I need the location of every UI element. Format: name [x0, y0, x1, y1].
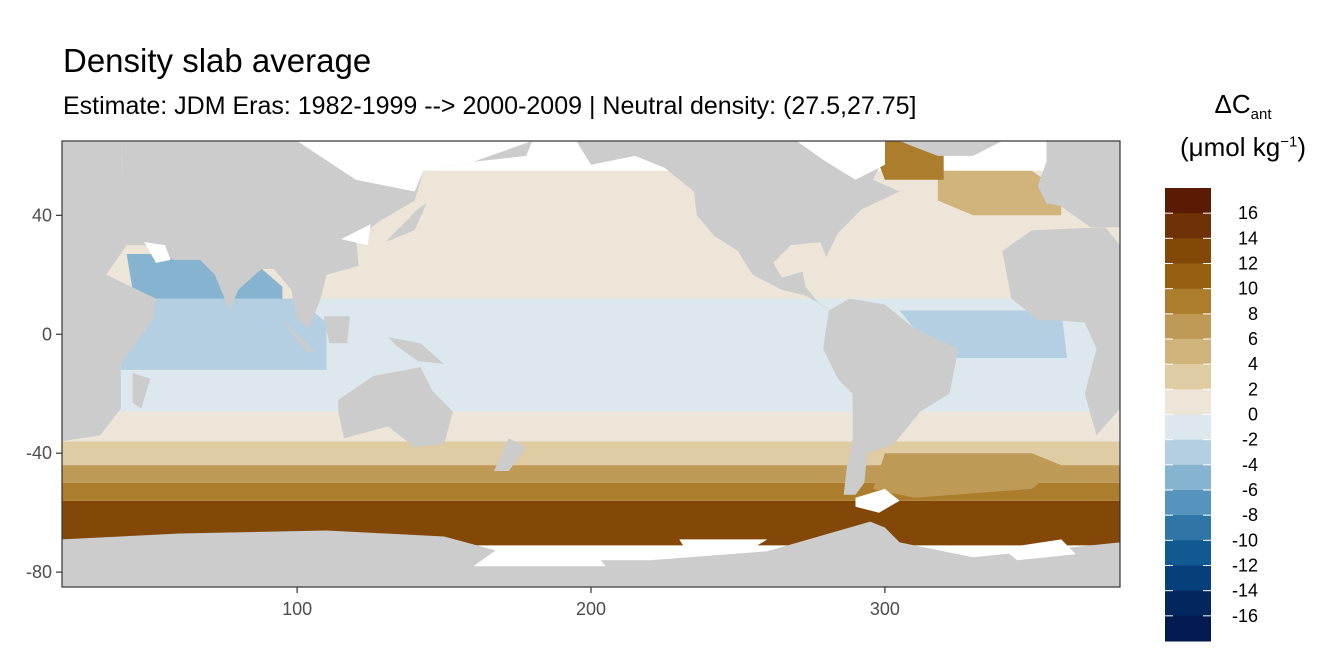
legend-label-9: -2	[1242, 430, 1258, 450]
legend-title-unit: (μmol kg−1)	[1180, 132, 1306, 163]
legend-swatch-11	[1165, 464, 1211, 491]
y-tick-label-40: 40	[32, 205, 52, 225]
legend-swatch-6	[1165, 339, 1211, 365]
legend-label-16: -16	[1232, 606, 1258, 626]
land-n-america	[576, 141, 900, 311]
legend-label-8: 0	[1248, 405, 1258, 425]
legend-label-12: -8	[1242, 505, 1258, 525]
land-eurasia	[120, 141, 533, 329]
legend-label-15: -14	[1232, 581, 1258, 601]
legend-label-14: -12	[1232, 556, 1258, 576]
nodata-2	[144, 242, 171, 263]
land-newzealand	[494, 438, 527, 471]
nodata-7	[1002, 539, 1076, 561]
legend-swatch-7	[1165, 364, 1211, 390]
region-3	[937, 170, 1062, 216]
legend-label-3: 10	[1238, 279, 1258, 299]
legend-swatch-14	[1165, 540, 1211, 566]
legend-swatch-10	[1165, 439, 1211, 466]
legend-label-7: 2	[1248, 379, 1258, 399]
y-tick-label-0: 0	[42, 324, 52, 344]
nodata-0	[297, 141, 533, 192]
y-tick-label--80: -80	[26, 562, 52, 582]
legend-swatch-3	[1165, 263, 1211, 290]
legend-label-0: 16	[1238, 203, 1258, 223]
legend-label-1: 14	[1238, 228, 1258, 248]
legend-label-10: -4	[1242, 455, 1258, 475]
land-europe-east	[1037, 141, 1120, 228]
legend-label-11: -6	[1242, 480, 1258, 500]
plot-panel	[62, 141, 1120, 587]
legend-label-6: 4	[1248, 354, 1258, 374]
missing-data-mask	[144, 141, 1076, 567]
x-tick-label-300: 300	[870, 599, 900, 619]
land-borneo	[323, 316, 350, 344]
legend-swatch-1	[1165, 213, 1211, 239]
legend-swatch-15	[1165, 565, 1211, 592]
legend-swatch-4	[1165, 288, 1211, 315]
legend-title-symbol: ΔCant	[1214, 89, 1272, 124]
legend-title: ΔCant (μmol kg−1)	[1158, 84, 1328, 169]
land-antarctica	[62, 521, 1120, 587]
nodata-3	[341, 224, 371, 246]
legend-swatch-16	[1165, 590, 1211, 617]
nodata-6	[855, 488, 900, 513]
land-africa	[62, 141, 156, 442]
band-4	[62, 411, 1120, 442]
land-australia	[338, 367, 453, 448]
chart-title: Density slab average	[63, 42, 372, 79]
land-greenland	[899, 141, 1003, 156]
legend-swatch-12	[1165, 490, 1211, 516]
land-japan	[385, 203, 427, 243]
land-mask	[62, 141, 1120, 587]
x-tick-label-100: 100	[282, 599, 312, 619]
legend-label-5: 6	[1248, 329, 1258, 349]
region-5	[873, 453, 1062, 498]
legend-swatch-13	[1165, 515, 1211, 541]
nodata-4	[473, 545, 606, 567]
legend-swatch-5	[1165, 313, 1211, 340]
land-madagascar	[132, 372, 151, 409]
y-tick-label--40: -40	[26, 443, 52, 463]
legend-swatch-9	[1165, 414, 1211, 441]
legend-label-13: -10	[1232, 530, 1258, 550]
land-w-africa-east	[1002, 227, 1120, 436]
land-newguinea	[388, 337, 445, 364]
legend-swatch-17	[1165, 615, 1211, 642]
land-s-america	[823, 298, 959, 495]
x-tick-label-200: 200	[576, 599, 606, 619]
legend-swatch-0	[1165, 188, 1211, 214]
legend-swatch-2	[1165, 238, 1211, 264]
nodata-1	[796, 141, 885, 180]
legend-label-4: 8	[1248, 304, 1258, 324]
legend-label-2: 12	[1238, 254, 1258, 274]
chart-subtitle: Estimate: JDM Eras: 1982-1999 --> 2000-2…	[63, 92, 917, 120]
nodata-5	[679, 539, 768, 549]
legend-swatch-8	[1165, 389, 1211, 415]
land-sumatra	[282, 319, 315, 353]
region-1	[120, 298, 327, 370]
